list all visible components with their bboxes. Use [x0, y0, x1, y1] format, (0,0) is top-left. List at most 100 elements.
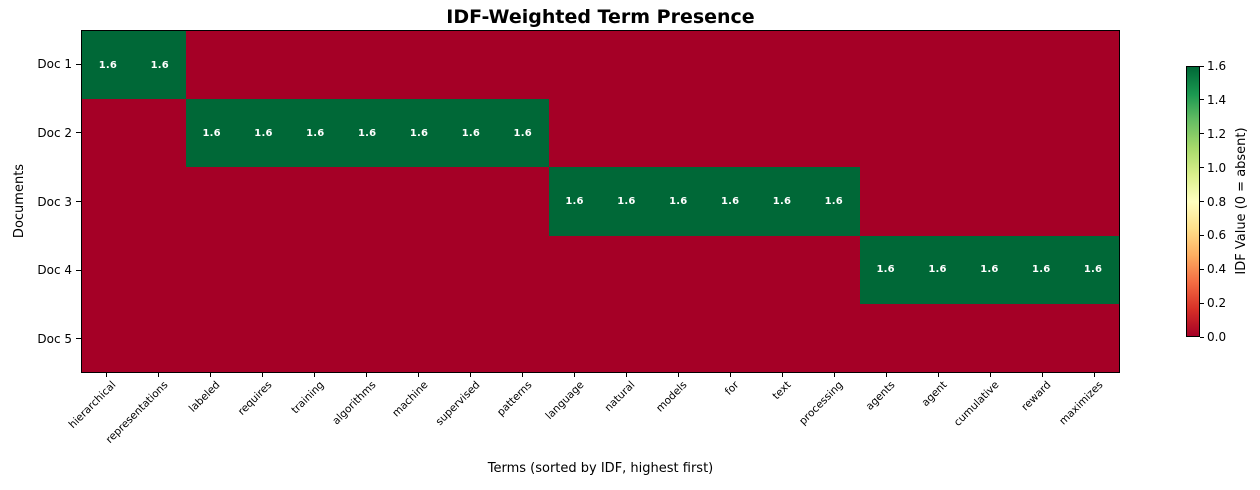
heatmap-cell-doc-2-for: [704, 99, 757, 168]
x-tick-mark: [314, 373, 316, 377]
heatmap-cell-doc-2-agents: [859, 99, 912, 168]
heatmap-cell-doc-2-natural: [600, 99, 653, 168]
colorbar-tick-label-0.2: 0.2: [1207, 296, 1227, 311]
x-tick-mark: [262, 373, 264, 377]
colorbar-tick-label-0.8: 0.8: [1207, 194, 1227, 209]
heatmap-cell-doc-4-algorithms: [341, 235, 394, 304]
heatmap-cell-doc-3-text: 1.6: [756, 167, 808, 236]
y-tick-mark: [76, 132, 81, 134]
heatmap-cell-doc-4-representations: [133, 235, 186, 304]
y-tick-mark: [76, 63, 81, 65]
heatmap-cell-doc-2-requires: 1.6: [237, 99, 290, 168]
y-tick-label-doc-3: Doc 3: [37, 194, 72, 209]
cell-value-label: 1.6: [254, 127, 273, 139]
heatmap-cell-doc-4-agents: 1.6: [859, 235, 912, 304]
x-tick-mark: [781, 373, 783, 377]
heatmap-cell-doc-3-for: 1.6: [704, 167, 757, 236]
heatmap-cell-doc-5-maximizes: [1067, 303, 1119, 372]
colorbar: [1186, 66, 1200, 337]
heatmap-cell-doc-4-models: [652, 235, 705, 304]
x-tick-mark: [833, 373, 835, 377]
heatmap-cell-doc-1-agents: [859, 31, 912, 100]
y-tick-label-doc-4: Doc 4: [37, 263, 72, 278]
cell-value-label: 1.6: [358, 127, 377, 139]
heatmap-cell-doc-5-training: [289, 303, 342, 372]
heatmap-cell-doc-1-cumulative: [963, 31, 1016, 100]
heatmap-cell-doc-5-models: [652, 303, 705, 372]
heatmap-cell-doc-3-machine: [393, 167, 445, 236]
colorbar-tick-mark: [1200, 268, 1204, 270]
cell-value-label: 1.6: [720, 195, 740, 207]
heatmap-cell-doc-2-agent: [911, 99, 964, 168]
heatmap-cell-doc-4-agent: 1.6: [911, 235, 964, 304]
heatmap-cell-doc-4-text: [756, 235, 808, 304]
x-tick-mark: [677, 373, 679, 377]
heatmap-cell-doc-5-supervised: [444, 303, 497, 372]
heatmap-cell-doc-1-text: [756, 31, 808, 100]
heatmap-cell-doc-3-reward: [1015, 167, 1068, 236]
heatmap-cell-doc-4-processing: [807, 235, 860, 304]
y-tick-label-doc-2: Doc 2: [37, 125, 72, 140]
heatmap-cell-doc-5-text: [756, 303, 808, 372]
colorbar-tick-mark: [1200, 201, 1204, 202]
heatmap-cell-doc-2-models: [652, 99, 705, 168]
heatmap-cell-doc-3-maximizes: [1067, 167, 1119, 236]
colorbar-tick-label-0.0: 0.0: [1207, 330, 1227, 344]
x-tick-mark: [522, 373, 524, 377]
heatmap-cell-doc-2-training: 1.6: [289, 99, 342, 168]
heatmap-cell-doc-1-algorithms: [341, 31, 394, 100]
colorbar-tick-mark: [1200, 133, 1204, 135]
heatmap-cell-doc-1-models: [652, 31, 705, 100]
heatmap-cell-doc-1-reward: [1015, 31, 1068, 100]
heatmap-cell-doc-5-natural: [600, 303, 653, 372]
heatmap-cell-doc-2-reward: [1015, 99, 1068, 168]
cell-value-label: 1.6: [409, 127, 429, 139]
cell-value-label: 1.6: [461, 127, 481, 139]
heatmap-cell-doc-4-reward: 1.6: [1015, 235, 1068, 304]
cell-value-label: 1.6: [669, 195, 688, 207]
heatmap-cell-doc-5-language: [548, 303, 601, 372]
colorbar-tick-mark: [1200, 65, 1204, 67]
cell-value-label: 1.6: [928, 264, 947, 276]
x-tick-mark: [158, 373, 160, 377]
cell-value-label: 1.6: [1083, 264, 1103, 276]
heatmap-cell-doc-4-natural: [600, 235, 653, 304]
heatmap-cell-doc-4-for: [704, 235, 757, 304]
y-tick-label-doc-1: Doc 1: [37, 57, 72, 72]
heatmap-cell-doc-5-reward: [1015, 303, 1068, 372]
heatmap-cell-doc-3-labeled: [185, 167, 238, 236]
heatmap-cell-doc-3-requires: [237, 167, 290, 236]
heatmap-cell-doc-1-representations: 1.6: [133, 31, 186, 100]
cell-value-label: 1.6: [513, 127, 532, 139]
colorbar-tick-mark: [1200, 234, 1204, 236]
heatmap-cell-doc-5-agents: [859, 303, 912, 372]
heatmap-cell-doc-3-training: [289, 167, 342, 236]
heatmap-cell-doc-2-supervised: 1.6: [444, 99, 497, 168]
x-tick-mark: [574, 373, 576, 377]
heatmap-cell-doc-2-processing: [807, 99, 860, 168]
heatmap-cell-doc-1-hierarchical: 1.6: [82, 31, 134, 100]
x-tick-mark: [625, 373, 627, 377]
heatmap-cell-doc-4-labeled: [185, 235, 238, 304]
heatmap-cell-doc-5-machine: [393, 303, 445, 372]
heatmap-cell-doc-2-language: [548, 99, 601, 168]
heatmap-cell-doc-5-processing: [807, 303, 860, 372]
heatmap-cell-doc-4-machine: [393, 235, 445, 304]
colorbar-tick-label-0.4: 0.4: [1207, 262, 1227, 277]
heatmap-cell-doc-1-maximizes: [1067, 31, 1119, 100]
x-tick-mark: [1093, 373, 1095, 377]
heatmap-cell-doc-5-representations: [133, 303, 186, 372]
heatmap-cell-doc-3-agent: [911, 167, 964, 236]
heatmap-cell-doc-1-agent: [911, 31, 964, 100]
cell-value-label: 1.6: [565, 195, 584, 207]
colorbar-tick-label-1.0: 1.0: [1207, 160, 1227, 175]
heatmap-cell-doc-3-hierarchical: [82, 167, 134, 236]
y-tick-mark: [76, 201, 81, 202]
colorbar-tick-mark: [1200, 302, 1204, 304]
cell-value-label: 1.6: [1032, 264, 1051, 276]
cell-value-label: 1.6: [98, 59, 118, 71]
heatmap-cell-doc-4-supervised: [444, 235, 497, 304]
colorbar-tick-label-1.2: 1.2: [1207, 126, 1227, 141]
heatmap-cell-doc-4-cumulative: 1.6: [963, 235, 1016, 304]
cell-value-label: 1.6: [150, 59, 169, 71]
